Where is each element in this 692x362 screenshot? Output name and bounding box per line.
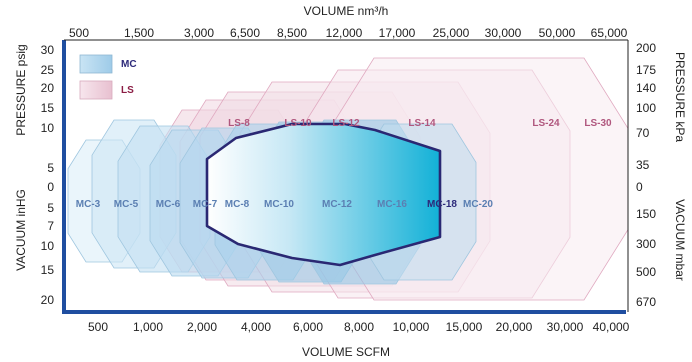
bottom-tick-label: 8,000 xyxy=(344,320,374,334)
top-tick-label: 3,000 xyxy=(184,26,214,40)
tick-labels: 500 1,500 3,000 6,500 8,500 12,000 17,000 25,00… xyxy=(41,26,657,334)
series-label-mc-8: MC-8 xyxy=(225,199,250,210)
legend-label-mc: MC xyxy=(121,59,137,70)
legend-swatch-mc xyxy=(79,54,113,74)
left-pressure-tick-label: 15 xyxy=(41,101,55,115)
left-pressure-tick-label: 10 xyxy=(41,121,55,135)
bottom-tick-label: 6,000 xyxy=(293,320,323,334)
right-pressure-tick-label: 140 xyxy=(636,81,656,95)
series-label-ls-8: LS-8 xyxy=(228,118,250,129)
series-label-mc-5: MC-5 xyxy=(114,199,139,210)
right-vacuum-tick-label: 150 xyxy=(636,207,656,221)
top-tick-label: 1,500 xyxy=(124,26,154,40)
right-pressure-tick-label: 35 xyxy=(636,158,650,172)
left-vacuum-tick-label: 15 xyxy=(41,263,55,277)
top-tick-label: 8,500 xyxy=(277,26,307,40)
left-pressure-tick-label: 25 xyxy=(41,63,55,77)
series-label-ls-10: LS-10 xyxy=(284,118,312,129)
bottom-tick-label: 40,000 xyxy=(593,320,630,334)
series-label-mc-18: MC-18 xyxy=(427,199,457,210)
series-label-ls-30: LS-30 xyxy=(584,118,612,129)
series-label-mc-16: MC-16 xyxy=(377,199,407,210)
top-axis-title: VOLUME nm³/h xyxy=(304,4,389,18)
left-vacuum-axis-title: VACUUM inHG xyxy=(14,189,28,271)
series-label-ls-12: LS-12 xyxy=(332,118,360,129)
left-pressure-tick-label: 30 xyxy=(41,43,55,57)
series-labels: MC-3 MC-5 MC-6 MC-7 MC-8 MC-10 MC-12 MC-16 MC-18… xyxy=(76,118,612,210)
series-label-mc-20: MC-20 xyxy=(463,199,493,210)
bottom-tick-label: 1,000 xyxy=(133,320,163,334)
right-pressure-tick-label: 200 xyxy=(636,41,656,55)
legend-label-ls: LS xyxy=(121,85,134,96)
series-label-mc-10: MC-10 xyxy=(264,199,294,210)
mc-18-region-group xyxy=(205,122,442,267)
region-mc-18 xyxy=(205,122,442,267)
top-tick-label: 30,000 xyxy=(485,26,522,40)
legend: MC LS xyxy=(79,54,137,100)
right-pressure-tick-label: 70 xyxy=(636,126,650,140)
series-label-ls-14: LS-14 xyxy=(408,118,436,129)
top-tick-label: 6,500 xyxy=(230,26,260,40)
left-pressure-axis-title: PRESSURE psig xyxy=(14,44,28,135)
bottom-tick-label: 15,000 xyxy=(446,320,483,334)
top-tick-label: 65,000 xyxy=(591,26,628,40)
top-tick-label: 25,000 xyxy=(433,26,470,40)
bottom-tick-label: 2,000 xyxy=(187,320,217,334)
right-pressure-axis-title: PRESSURE kPa xyxy=(673,52,687,142)
legend-swatch-ls xyxy=(79,80,113,100)
left-pressure-tick-label: 5 xyxy=(47,161,54,175)
right-vacuum-tick-label: 500 xyxy=(636,265,656,279)
top-tick-label: 500 xyxy=(69,26,89,40)
top-tick-label: 12,000 xyxy=(326,26,363,40)
left-vacuum-tick-label: 5 xyxy=(47,201,54,215)
bottom-tick-label: 500 xyxy=(88,320,108,334)
bottom-tick-label: 4,000 xyxy=(241,320,271,334)
bottom-tick-label: 10,000 xyxy=(393,320,430,334)
bottom-tick-label: 20,000 xyxy=(496,320,533,334)
series-label-mc-6: MC-6 xyxy=(156,199,181,210)
left-pressure-tick-label: 20 xyxy=(41,81,55,95)
right-vacuum-tick-label: 300 xyxy=(636,237,656,251)
left-pressure-tick-label: 0 xyxy=(47,180,54,194)
right-vacuum-tick-label: 670 xyxy=(636,295,656,309)
bottom-tick-label: 30,000 xyxy=(547,320,584,334)
bottom-axis-title: VOLUME SCFM xyxy=(302,345,390,359)
right-pressure-tick-label: 0 xyxy=(636,180,643,194)
series-label-mc-12: MC-12 xyxy=(322,199,352,210)
right-pressure-tick-label: 100 xyxy=(636,101,656,115)
left-vacuum-tick-label: 7 xyxy=(47,219,54,233)
left-vacuum-tick-label: 10 xyxy=(41,239,55,253)
series-label-mc-7: MC-7 xyxy=(193,199,218,210)
series-label-mc-3: MC-3 xyxy=(76,199,101,210)
top-tick-label: 17,000 xyxy=(379,26,416,40)
top-tick-label: 50,000 xyxy=(539,26,576,40)
left-vacuum-tick-label: 20 xyxy=(41,293,55,307)
axes xyxy=(62,39,629,314)
right-vacuum-axis-title: VACUUM mbar xyxy=(673,199,687,281)
series-label-ls-24: LS-24 xyxy=(532,118,560,129)
right-pressure-tick-label: 175 xyxy=(636,63,656,77)
